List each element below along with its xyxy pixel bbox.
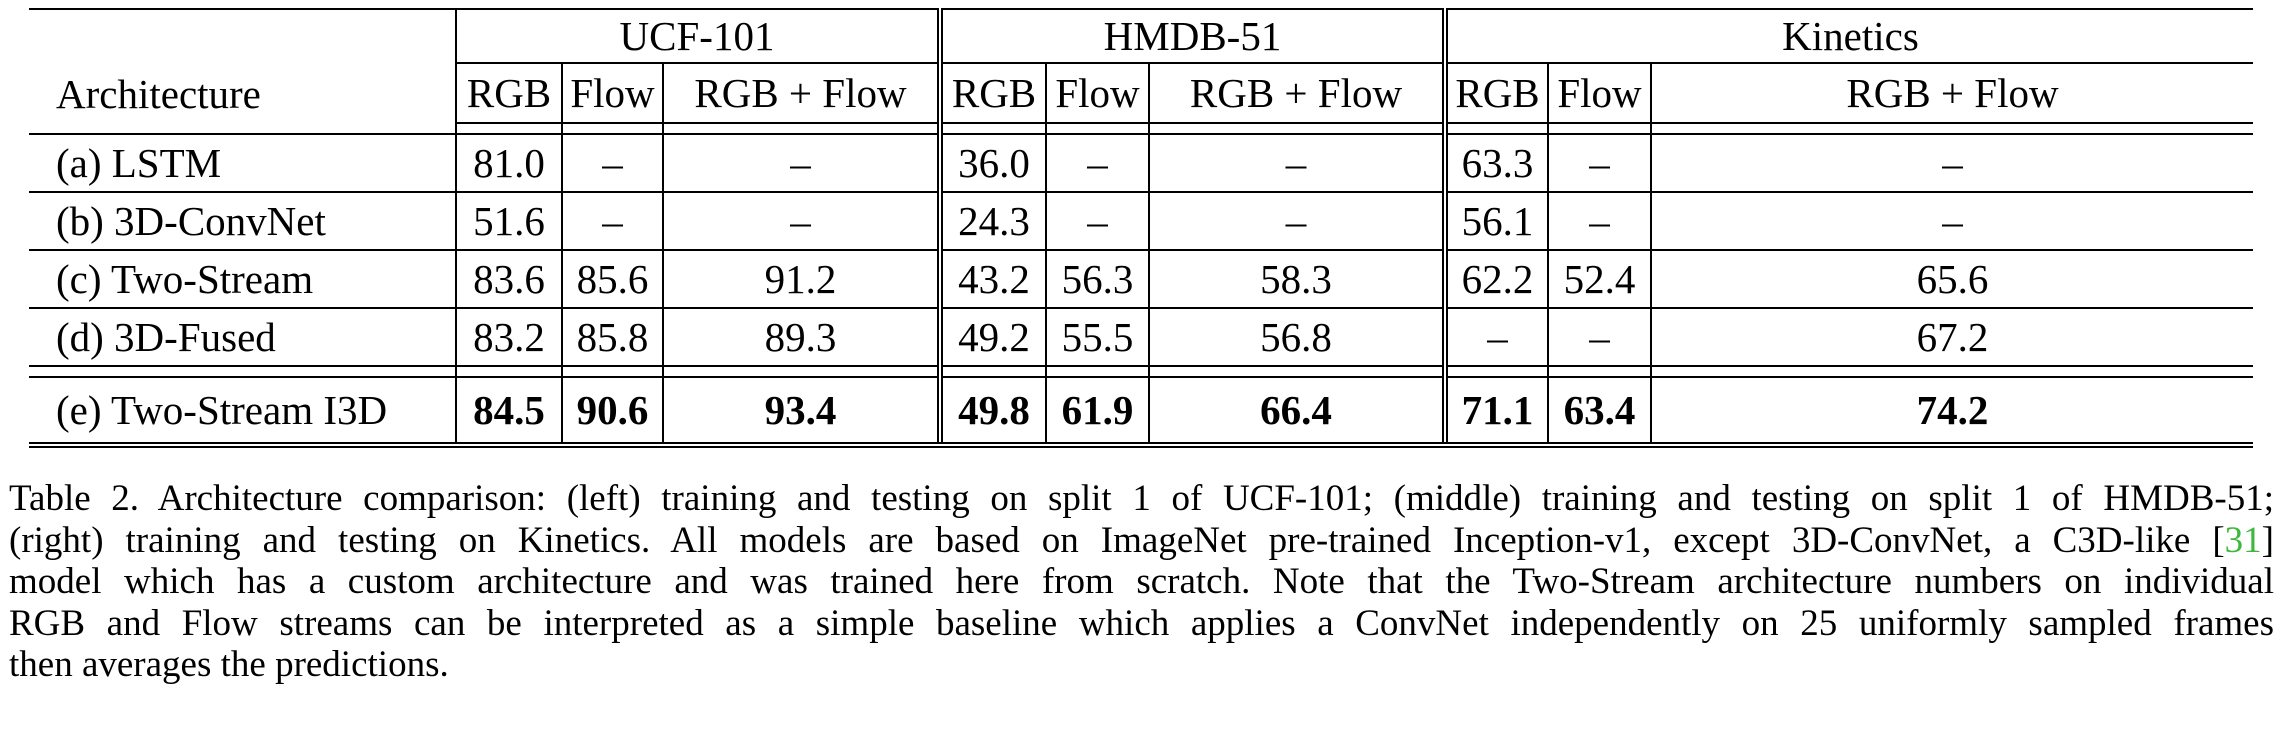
table-row: (b) 3D-ConvNet 51.6 – – 24.3 – – 56.1 – … [29, 192, 2253, 251]
subheader-flow: Flow [561, 62, 663, 124]
cell-kinetics-rgb-flow: 67.2 [1650, 308, 2253, 367]
cell-kinetics-rgb-flow: 65.6 [1650, 250, 2253, 309]
architecture-name: (d) 3D-Fused [29, 308, 456, 367]
cell-ucf-rgb: 83.2 [455, 308, 562, 367]
caption-line: model which has a custom architecture an… [9, 561, 2274, 602]
caption-line: Table 2. Architecture comparison: (left)… [9, 478, 2274, 519]
subheader-flow: Flow [1547, 62, 1651, 124]
header-row-datasets: Architecture UCF-101 HMDB-51 Kinetics [29, 8, 2253, 123]
table-row: (a) LSTM 81.0 – – 36.0 – – 63.3 – – [29, 133, 2253, 193]
cell-kinetics-rgb-flow: – [1650, 192, 2253, 251]
cell-kinetics-flow: – [1547, 308, 1651, 367]
cell-kinetics-flow: 52.4 [1547, 250, 1651, 309]
cell-ucf-rgb: 81.0 [455, 133, 562, 193]
cell-kinetics-rgb: – [1442, 308, 1548, 367]
architecture-name: (e) Two-Stream I3D [29, 376, 456, 448]
citation-link[interactable]: 31 [2224, 519, 2262, 561]
spacer-row [29, 366, 2253, 377]
cell-hmdb-flow: 61.9 [1045, 376, 1149, 448]
caption-line: (right) training and testing on Kinetics… [9, 520, 2274, 562]
dataset-header-kinetics: Kinetics [1442, 8, 2253, 63]
cell-ucf-rgb-flow: 93.4 [662, 376, 940, 448]
table-row: (c) Two-Stream 83.6 85.6 91.2 43.2 56.3 … [29, 250, 2253, 309]
cell-hmdb-rgb: 49.2 [937, 308, 1046, 367]
cell-kinetics-rgb: 63.3 [1442, 133, 1548, 193]
cell-ucf-rgb: 83.6 [455, 250, 562, 309]
cell-kinetics-rgb: 62.2 [1442, 250, 1548, 309]
dataset-header-ucf101: UCF-101 [455, 8, 940, 63]
cell-ucf-rgb-flow: 89.3 [662, 308, 940, 367]
cell-kinetics-rgb: 56.1 [1442, 192, 1548, 251]
cell-ucf-rgb: 51.6 [455, 192, 562, 251]
cell-ucf-rgb-flow: – [662, 192, 940, 251]
subheader-rgb: RGB [1442, 62, 1548, 124]
cell-kinetics-flow: 63.4 [1547, 376, 1651, 448]
cell-hmdb-rgb: 36.0 [937, 133, 1046, 193]
cell-hmdb-rgb: 43.2 [937, 250, 1046, 309]
cell-ucf-rgb-flow: – [662, 133, 940, 193]
cell-ucf-rgb-flow: 91.2 [662, 250, 940, 309]
cell-ucf-flow: 85.8 [561, 308, 663, 367]
cell-kinetics-rgb-flow: 74.2 [1650, 376, 2253, 448]
cell-kinetics-rgb: 71.1 [1442, 376, 1548, 448]
cell-hmdb-flow: – [1045, 133, 1149, 193]
subheader-rgb: RGB [455, 62, 562, 124]
cell-hmdb-rgb: 24.3 [937, 192, 1046, 251]
cell-hmdb-flow: 55.5 [1045, 308, 1149, 367]
subheader-flow: Flow [1045, 62, 1149, 124]
architecture-name: (c) Two-Stream [29, 250, 456, 309]
subheader-rgb: RGB [937, 62, 1046, 124]
cell-ucf-rgb: 84.5 [455, 376, 562, 448]
subheader-rgb-flow: RGB + Flow [662, 62, 940, 124]
cell-hmdb-rgb-flow: 58.3 [1148, 250, 1445, 309]
cell-ucf-flow: 90.6 [561, 376, 663, 448]
spacer-row [29, 123, 2253, 134]
subheader-rgb-flow: RGB + Flow [1148, 62, 1445, 124]
cell-hmdb-rgb: 49.8 [937, 376, 1046, 448]
dataset-header-hmdb51: HMDB-51 [937, 8, 1445, 63]
architecture-name: (b) 3D-ConvNet [29, 192, 456, 251]
cell-kinetics-flow: – [1547, 133, 1651, 193]
caption-line: RGB and Flow streams can be interpreted … [9, 602, 2274, 644]
cell-kinetics-rgb-flow: – [1650, 133, 2253, 193]
cell-ucf-flow: 85.6 [561, 250, 663, 309]
cell-ucf-flow: – [561, 133, 663, 193]
caption-text: ] [2261, 519, 2274, 561]
table-row-best: (e) Two-Stream I3D 84.5 90.6 93.4 49.8 6… [29, 376, 2253, 448]
table-caption: Table 2. Architecture comparison: (left)… [9, 478, 2274, 686]
architecture-name: (a) LSTM [29, 133, 456, 193]
cell-ucf-flow: – [561, 192, 663, 251]
cell-hmdb-flow: – [1045, 192, 1149, 251]
caption-text: (right) training and testing on Kinetics… [9, 519, 2225, 561]
cell-hmdb-rgb-flow: – [1148, 192, 1445, 251]
table-row: (d) 3D-Fused 83.2 85.8 89.3 49.2 55.5 56… [29, 308, 2253, 367]
cell-hmdb-rgb-flow: 66.4 [1148, 376, 1445, 448]
results-table: Architecture UCF-101 HMDB-51 Kinetics RG… [29, 8, 2253, 448]
cell-hmdb-rgb-flow: – [1148, 133, 1445, 193]
cell-hmdb-flow: 56.3 [1045, 250, 1149, 309]
caption-line: then averages the predictions. [9, 644, 449, 685]
architecture-header: Architecture [29, 8, 456, 123]
cell-kinetics-flow: – [1547, 192, 1651, 251]
cell-hmdb-rgb-flow: 56.8 [1148, 308, 1445, 367]
subheader-rgb-flow: RGB + Flow [1650, 62, 2253, 124]
header-row-modalities: RGB Flow RGB + Flow RGB Flow RGB + Flow … [29, 62, 2253, 124]
